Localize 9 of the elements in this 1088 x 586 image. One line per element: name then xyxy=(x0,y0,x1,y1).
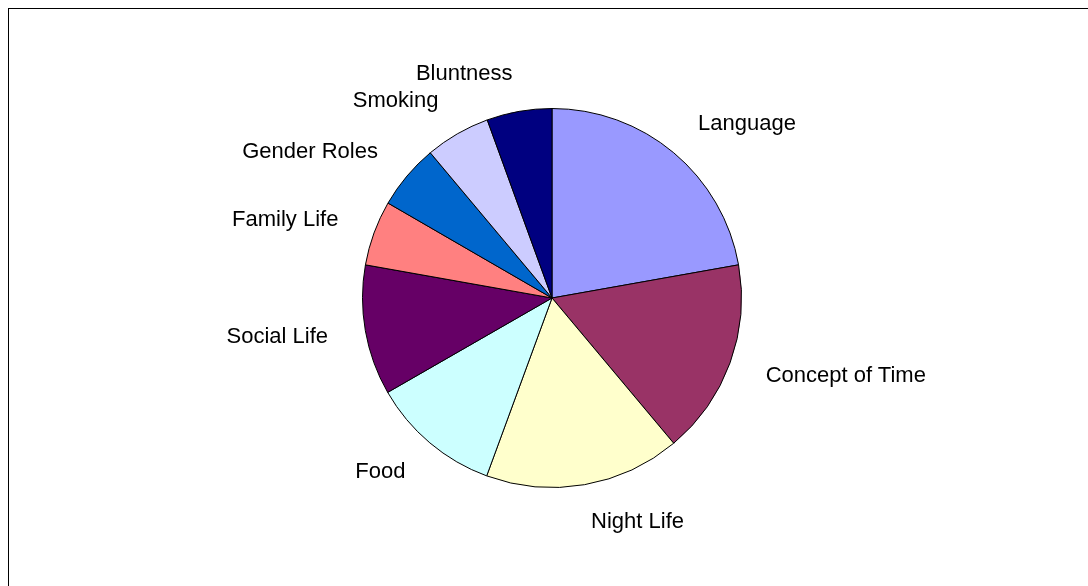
slice-label: Family Life xyxy=(232,206,339,232)
slice-label: Night Life xyxy=(591,508,685,534)
slice-label: Language xyxy=(698,109,796,135)
slice-label: Food xyxy=(355,457,406,483)
slice-label: Social Life xyxy=(226,323,328,349)
slice-label: Gender Roles xyxy=(242,137,378,163)
slice-label: Bluntness xyxy=(415,60,513,86)
slice-label: Concept of Time xyxy=(765,361,926,387)
slice-label: Smoking xyxy=(352,87,439,113)
